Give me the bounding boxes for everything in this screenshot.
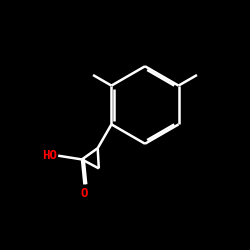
Text: O: O [81, 188, 88, 200]
Text: HO: HO [42, 149, 57, 162]
